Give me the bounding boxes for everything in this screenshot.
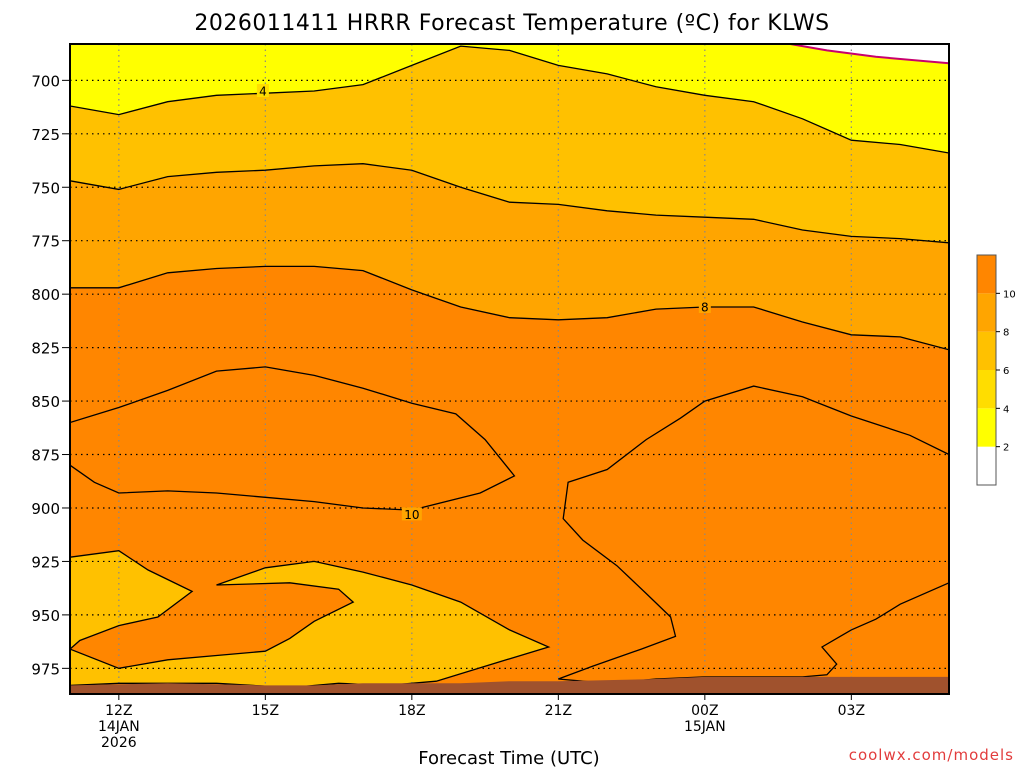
band-region-0: [70, 550, 549, 688]
y-tick-label-800: 800: [31, 286, 60, 304]
x-tick-label-1-0: 12Z: [105, 703, 132, 719]
contour-label-bg-1: [698, 299, 711, 313]
y-tick-label-775: 775: [31, 233, 60, 251]
colorbar-swatch-fill-2_4: [977, 408, 996, 447]
x-tick-label-4-0: 15Z: [252, 703, 279, 719]
y-axis: 700 725 750 775 800 825 850 875 900 925 950 975: [31, 72, 70, 678]
colorbar-swatch-fill-6_8: [977, 331, 996, 370]
y-tick-label-900: 900: [31, 500, 60, 518]
colorbar-label-10: 10: [1003, 289, 1016, 300]
contour-label-4: 4: [259, 85, 267, 99]
colorbar-swatch-fill-8_10: [977, 293, 996, 332]
freezing-contour-line: [790, 44, 949, 65]
contour-line-6-2: [70, 163, 949, 244]
y-tick-label-925: 925: [31, 553, 60, 571]
contour-line-4-1: [70, 45, 949, 154]
x-tick-label-7-0: 18Z: [398, 703, 425, 719]
x-axis-label: Forecast Time (UTC): [418, 748, 599, 768]
contour-line-10-6: [558, 385, 949, 684]
colorbar-label-4: 4: [1003, 404, 1009, 415]
y-tick-label-850: 850: [31, 393, 60, 411]
contour-line-10-5: [70, 366, 516, 511]
x-tick-label-13-0: 00Z: [691, 703, 718, 719]
band-region-1: [70, 366, 515, 511]
band-fill-lt2: [790, 44, 949, 64]
colorbar-label-2: 2: [1003, 443, 1009, 454]
contour-label-8: 8: [701, 300, 709, 314]
y-tick-label-975: 975: [31, 660, 60, 678]
plot-frame: [69, 43, 950, 695]
band-fill-2-4: [70, 44, 949, 153]
x-tick-label-13-1: 15JAN: [684, 719, 726, 735]
contour-label-bg-2: [401, 507, 422, 521]
y-tick-label-725: 725: [31, 126, 60, 144]
y-tick-label-950: 950: [31, 607, 60, 625]
plot-area: 4 8 10: [69, 43, 950, 695]
x-tick-label-1-2: 2026: [101, 735, 137, 751]
colorbar-swatch-fill-gt10: [977, 255, 996, 294]
colorbar-label-8: 8: [1003, 328, 1009, 339]
contour-fills: [70, 44, 949, 688]
colorbar: 2 4 6 8 10: [976, 254, 1016, 486]
grid-lines: [70, 44, 949, 694]
x-tick-label-16-0: 03Z: [838, 703, 865, 719]
contour-label-bg-0: [256, 84, 269, 98]
colorbar-label-6: 6: [1003, 366, 1009, 377]
colorbar-swatch-fill-lt2: [977, 446, 996, 485]
credit-text[interactable]: coolwx.com/models: [849, 746, 1014, 764]
y-tick-label-825: 825: [31, 340, 60, 358]
x-tick-label-1-1: 14JAN: [98, 719, 140, 735]
contour-lines: [70, 45, 949, 689]
x-tick-label-10-0: 21Z: [545, 703, 572, 719]
band-region-2: [558, 386, 949, 684]
contour-line-8-3: [70, 265, 949, 351]
y-tick-label-700: 700: [31, 72, 60, 90]
ground-shading: [70, 676, 949, 694]
y-tick-label-750: 750: [31, 179, 60, 197]
chart-title: 2026011411 HRRR Forecast Temperature (ºC…: [194, 11, 829, 36]
y-tick-label-875: 875: [31, 447, 60, 465]
contour-label-10: 10: [404, 508, 419, 522]
contour-line-8.5-4: [70, 550, 551, 689]
colorbar-swatch-fill-4_6: [977, 370, 996, 409]
contour-labels: 4 8 10: [256, 84, 711, 522]
